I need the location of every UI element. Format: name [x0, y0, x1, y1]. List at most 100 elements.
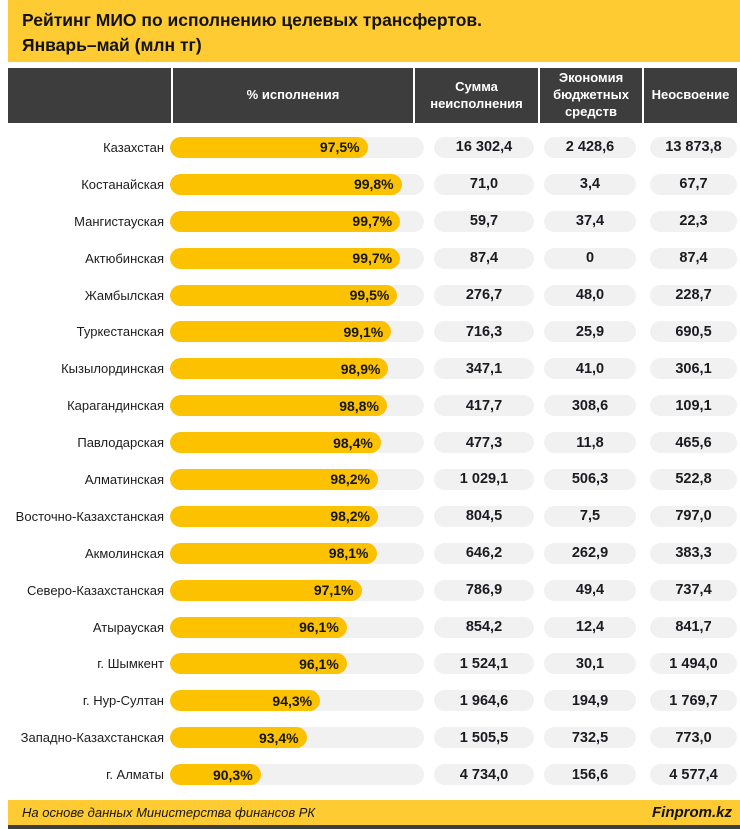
table-row: Западно-Казахстанская 93,4% 1 505,5 732,…: [8, 719, 740, 756]
title-line-2: Январь–май (млн тг): [22, 35, 202, 56]
unused-value: 4 577,4: [650, 764, 737, 786]
percent-bar: 98,2%: [170, 505, 379, 527]
percent-bar-track: 98,2%: [170, 468, 424, 490]
region-label: Акмолинская: [84, 545, 164, 561]
header-cell-unused: Неосвоение: [644, 68, 737, 123]
table-row: Северо-Казахстанская 97,1% 786,9 49,4 73…: [8, 572, 740, 609]
percent-bar: 98,1%: [170, 542, 377, 564]
sum-value: 854,2: [434, 616, 534, 638]
unused-value: 690,5: [650, 321, 737, 343]
percent-bar-track: 98,8%: [170, 395, 424, 417]
percent-bar: 98,4%: [170, 432, 381, 454]
region-label: Актюбинская: [85, 250, 164, 266]
percent-label: 99,5%: [349, 287, 390, 303]
title-block: Рейтинг МИО по исполнению целевых трансф…: [8, 0, 740, 62]
percent-bar: 98,9%: [170, 358, 389, 380]
percent-label: 98,8%: [339, 397, 379, 414]
percent-bar: 90,3%: [170, 764, 261, 786]
table-row: г. Шымкент 96,1% 1 524,1 30,1 1 494,0: [8, 645, 740, 682]
percent-label: 94,3%: [272, 692, 313, 709]
percent-label: 96,1%: [299, 655, 339, 672]
table-row: Восточно-Казахстанская 98,2% 804,5 7,5 7…: [8, 498, 740, 535]
table-row: Мангистауская 99,7% 59,7 37,4 22,3: [8, 203, 740, 240]
unused-value: 67,7: [650, 173, 737, 195]
economy-value: 2 428,6: [544, 136, 636, 158]
percent-bar: 98,8%: [170, 395, 387, 417]
economy-value: 0: [544, 247, 636, 269]
percent-bar: 93,4%: [170, 727, 307, 749]
percent-bar-track: 98,4%: [170, 432, 424, 454]
percent-label: 98,4%: [333, 434, 373, 451]
region-label: Костанайская: [81, 176, 164, 192]
bottom-strip: [8, 825, 740, 829]
economy-value: 506,3: [544, 468, 636, 490]
sum-value: 276,7: [434, 284, 534, 306]
brand-logo: Finprom.kz: [651, 804, 732, 822]
percent-bar: 97,5%: [170, 136, 368, 158]
percent-bar: 99,8%: [170, 173, 402, 195]
percent-bar: 98,2%: [170, 468, 379, 490]
economy-value: 48,0: [544, 284, 636, 306]
unused-value: 383,3: [650, 542, 737, 564]
region-label: Казахстан: [103, 139, 164, 155]
table-row: г. Нур-Султан 94,3% 1 964,6 194,9 1 769,…: [8, 682, 740, 719]
region-label: Северо-Казахстанская: [26, 582, 164, 598]
unused-value: 737,4: [650, 579, 737, 601]
region-label: Западно-Казахстанская: [20, 730, 164, 746]
sum-value: 4 734,0: [434, 764, 534, 786]
source-note: На основе данных Министерства финансов Р…: [22, 805, 316, 821]
economy-value: 49,4: [544, 579, 636, 601]
region-label: г. Шымкент: [97, 656, 164, 672]
unused-value: 22,3: [650, 210, 737, 232]
unused-value: 109,1: [650, 395, 737, 417]
percent-bar-track: 99,5%: [170, 284, 424, 306]
unused-value: 13 873,8: [650, 136, 737, 158]
unused-value: 87,4: [650, 247, 737, 269]
unused-value: 1 769,7: [650, 690, 737, 712]
unused-value: 228,7: [650, 284, 737, 306]
region-label: Мангистауская: [74, 213, 164, 229]
sum-value: 1 029,1: [434, 468, 534, 490]
percent-label: 98,2%: [330, 508, 371, 525]
economy-value: 732,5: [544, 727, 636, 749]
economy-value: 25,9: [544, 321, 636, 343]
economy-value: 12,4: [544, 616, 636, 638]
sum-value: 646,2: [434, 542, 534, 564]
percent-bar-track: 94,3%: [170, 690, 424, 712]
percent-bar-track: 99,8%: [170, 173, 424, 195]
table-row: Актюбинская 99,7% 87,4 0 87,4: [8, 240, 740, 277]
sum-value: 804,5: [434, 505, 534, 527]
header-cell-region: [8, 68, 171, 123]
table-row: Туркестанская 99,1% 716,3 25,9 690,5: [8, 313, 740, 350]
region-label: Карагандинская: [67, 398, 164, 414]
sum-value: 1 505,5: [434, 727, 534, 749]
table-row: Казахстан 97,5% 16 302,4 2 428,6 13 873,…: [8, 129, 740, 166]
percent-label: 99,7%: [352, 250, 393, 267]
economy-value: 156,6: [544, 764, 636, 786]
sum-value: 786,9: [434, 579, 534, 601]
sum-value: 59,7: [434, 210, 534, 232]
sum-value: 716,3: [434, 321, 534, 343]
percent-bar-track: 93,4%: [170, 727, 424, 749]
percent-bar: 97,1%: [170, 579, 362, 601]
percent-label: 99,7%: [352, 213, 393, 230]
table-row: Кызылординская 98,9% 347,1 41,0 306,1: [8, 350, 740, 387]
economy-value: 41,0: [544, 358, 636, 380]
table-body: Казахстан 97,5% 16 302,4 2 428,6 13 873,…: [0, 123, 740, 793]
table-row: Карагандинская 98,8% 417,7 308,6 109,1: [8, 387, 740, 424]
economy-value: 262,9: [544, 542, 636, 564]
region-label: Павлодарская: [77, 435, 164, 451]
percent-bar: 99,1%: [170, 321, 392, 343]
percent-bar-track: 90,3%: [170, 764, 424, 786]
table-row: г. Алматы 90,3% 4 734,0 156,6 4 577,4: [8, 756, 740, 793]
table-row: Алматинская 98,2% 1 029,1 506,3 522,8: [8, 461, 740, 498]
sum-value: 347,1: [434, 358, 534, 380]
table-row: Акмолинская 98,1% 646,2 262,9 383,3: [8, 535, 740, 572]
table-row: Костанайская 99,8% 71,0 3,4 67,7: [8, 166, 740, 203]
percent-bar-track: 97,1%: [170, 579, 424, 601]
percent-label: 98,1%: [328, 545, 369, 562]
sum-value: 16 302,4: [434, 136, 534, 158]
region-label: Туркестанская: [76, 324, 164, 340]
percent-bar-track: 99,7%: [170, 210, 424, 232]
